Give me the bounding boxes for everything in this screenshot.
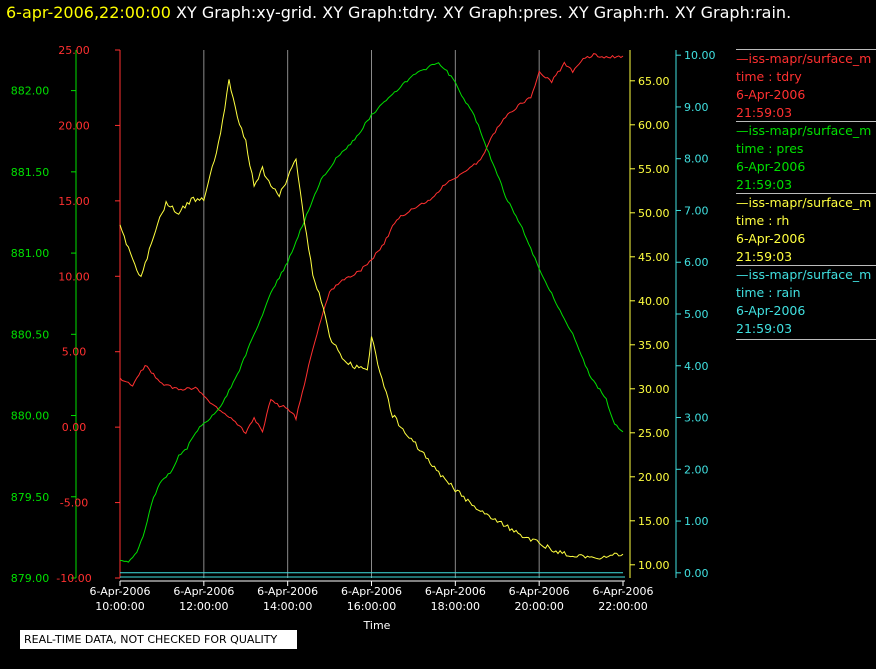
tdry-tick-label: -10.00 — [56, 572, 91, 585]
x-tick-time: 16:00:00 — [347, 600, 396, 613]
rh-tick-label: 35.00 — [638, 339, 670, 352]
x-tick-time: 12:00:00 — [179, 600, 228, 613]
legend-date: 6-Apr-2006 — [736, 303, 806, 318]
pres-tick-label: 881.00 — [11, 247, 50, 260]
legend-entry-tdry[interactable]: —iss-mapr/surface_m time : tdry 6-Apr-20… — [736, 49, 876, 122]
x-tick-time: 10:00:00 — [95, 600, 144, 613]
rain-tick-label: 10.00 — [684, 49, 716, 62]
rh-tick-label: 30.00 — [638, 383, 670, 396]
x-tick-date: 6-Apr-2006 — [341, 585, 402, 598]
rain-tick-label: 3.00 — [684, 412, 709, 425]
legend-variable: time : rh — [736, 213, 790, 228]
legend-variable: time : rain — [736, 285, 801, 300]
legend-series-name: —iss-mapr/surface_m — [736, 267, 872, 282]
rain-tick-label: 9.00 — [684, 101, 709, 114]
rain-tick-label: 1.00 — [684, 515, 709, 528]
rh-tick-label: 45.00 — [638, 251, 670, 264]
x-axis-label: Time — [363, 619, 391, 632]
x-tick-date: 6-Apr-2006 — [592, 585, 653, 598]
rain-tick-label: 7.00 — [684, 204, 709, 217]
rain-tick-label: 8.00 — [684, 153, 709, 166]
rh-tick-label: 65.00 — [638, 75, 670, 88]
legend-time: 21:59:03 — [736, 321, 793, 336]
legend-entry-rain[interactable]: —iss-mapr/surface_m time : rain 6-Apr-20… — [736, 265, 876, 340]
tdry-tick-label: 20.00 — [58, 119, 90, 132]
series-line-tdry — [119, 53, 624, 435]
rh-tick-label: 50.00 — [638, 207, 670, 220]
legend-time: 21:59:03 — [736, 249, 793, 264]
legend-date: 6-Apr-2006 — [736, 87, 806, 102]
rh-tick-label: 40.00 — [638, 295, 670, 308]
x-tick-time: 20:00:00 — [514, 600, 563, 613]
rain-tick-label: 5.00 — [684, 308, 709, 321]
tdry-tick-label: -5.00 — [60, 497, 88, 510]
rh-tick-label: 10.00 — [638, 559, 670, 572]
legend-time: 21:59:03 — [736, 105, 793, 120]
pres-tick-label: 880.00 — [11, 410, 50, 423]
x-tick-time: 18:00:00 — [431, 600, 480, 613]
rh-tick-label: 55.00 — [638, 163, 670, 176]
x-tick-date: 6-Apr-2006 — [509, 585, 570, 598]
pres-tick-label: 879.50 — [11, 491, 50, 504]
pres-tick-label: 881.50 — [11, 166, 50, 179]
quality-note: REAL-TIME DATA, NOT CHECKED FOR QUALITY — [20, 630, 297, 649]
legend-variable: time : tdry — [736, 69, 802, 84]
tdry-tick-label: 15.00 — [58, 195, 90, 208]
x-tick-date: 6-Apr-2006 — [425, 585, 486, 598]
timestamp-label: 6-apr-2006,22:00:00 — [6, 3, 171, 22]
legend-series-name: —iss-mapr/surface_m — [736, 195, 872, 210]
rain-tick-label: 2.00 — [684, 463, 709, 476]
rain-tick-label: 4.00 — [684, 360, 709, 373]
tdry-tick-label: 5.00 — [62, 346, 87, 359]
legend-date: 6-Apr-2006 — [736, 159, 806, 174]
graph-list-label: XY Graph:xy-grid. XY Graph:tdry. XY Grap… — [176, 3, 792, 22]
tdry-tick-label: 0.00 — [62, 421, 87, 434]
rh-tick-label: 20.00 — [638, 471, 670, 484]
x-tick-time: 14:00:00 — [263, 600, 312, 613]
legend-variable: time : pres — [736, 141, 804, 156]
x-tick-time: 22:00:00 — [598, 600, 647, 613]
rh-tick-label: 25.00 — [638, 427, 670, 440]
legend-date: 6-Apr-2006 — [736, 231, 806, 246]
rain-tick-label: 0.00 — [684, 567, 709, 580]
tdry-tick-label: 10.00 — [58, 270, 90, 283]
legend-entry-pres[interactable]: —iss-mapr/surface_m time : pres 6-Apr-20… — [736, 121, 876, 194]
tdry-tick-label: 25.00 — [58, 44, 90, 57]
series-line-rh — [119, 79, 624, 560]
x-tick-date: 6-Apr-2006 — [257, 585, 318, 598]
pres-tick-label: 880.50 — [11, 328, 50, 341]
pres-tick-label: 879.00 — [11, 572, 50, 585]
rain-tick-label: 6.00 — [684, 256, 709, 269]
legend-series-name: —iss-mapr/surface_m — [736, 123, 872, 138]
legend-time: 21:59:03 — [736, 177, 793, 192]
rh-tick-label: 60.00 — [638, 119, 670, 132]
page-title: 6-apr-2006,22:00:00 XY Graph:xy-grid. XY… — [6, 3, 791, 22]
rh-tick-label: 15.00 — [638, 515, 670, 528]
x-tick-date: 6-Apr-2006 — [173, 585, 234, 598]
legend-series-name: —iss-mapr/surface_m — [736, 51, 872, 66]
pres-tick-label: 882.00 — [11, 85, 50, 98]
x-tick-date: 6-Apr-2006 — [89, 585, 150, 598]
legend-entry-rh[interactable]: —iss-mapr/surface_m time : rh 6-Apr-2006… — [736, 193, 876, 266]
series-line-pres — [119, 62, 624, 563]
